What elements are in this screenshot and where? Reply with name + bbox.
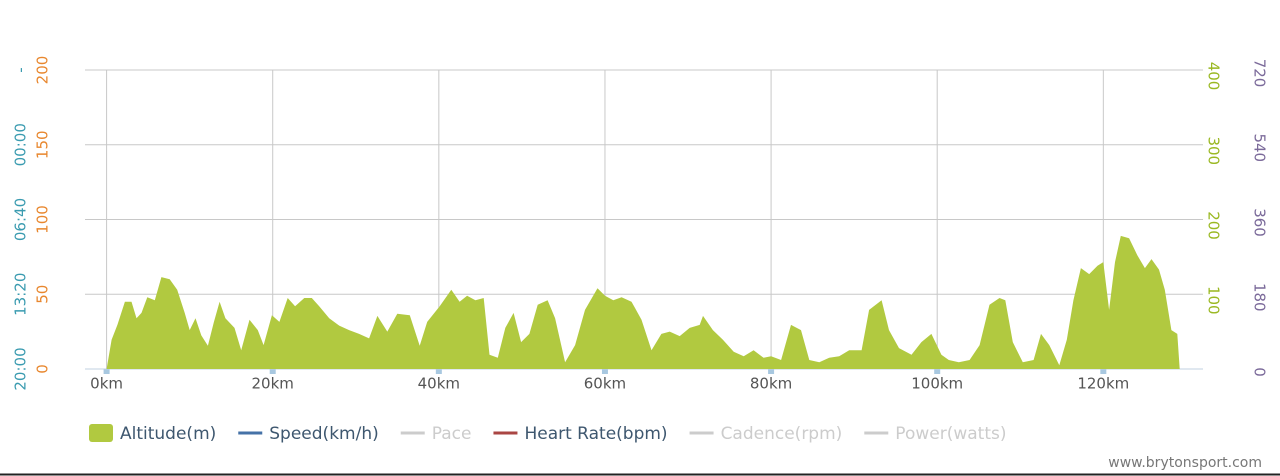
legend-label: Pace [432, 424, 472, 444]
speed-tick-label: 200 [34, 56, 52, 85]
altitude-tick-label: 100 [1205, 286, 1223, 315]
heart-rate-tick-label: 180 [1251, 283, 1269, 312]
x-tick-label: 100km [911, 375, 963, 393]
altitude-area [106, 235, 1180, 369]
x-tick-label: 40km [418, 375, 460, 393]
x-tick-mark [103, 369, 110, 374]
legend-swatch [89, 424, 113, 442]
pace-tick-label: 20:00 [12, 347, 30, 390]
pace-tick-label: 13:20 [12, 273, 30, 316]
x-tick-mark [435, 369, 442, 374]
heart-rate-tick-label: 540 [1251, 133, 1269, 162]
altitude-tick-label: 300 [1205, 136, 1223, 165]
x-tick-mark [934, 369, 941, 374]
altitude-tick-label: 400 [1205, 62, 1223, 91]
speed-tick-label: 150 [34, 130, 52, 159]
legend-label: Speed(km/h) [269, 424, 378, 444]
x-tick-label: 0km [90, 375, 123, 393]
x-tick-mark [768, 369, 775, 374]
credit: www.brytonsport.com [1108, 455, 1262, 471]
speed-tick-label: 0 [34, 364, 52, 374]
x-tick-mark [269, 369, 276, 374]
pace-tick-label: 00:00 [12, 123, 30, 166]
speed-tick-label: 50 [34, 285, 52, 304]
altitude-tick-label: 200 [1205, 211, 1223, 240]
x-tick-mark [601, 369, 608, 374]
legend-label: Power(watts) [895, 424, 1006, 444]
heart-rate-tick-label: 720 [1251, 59, 1269, 88]
heart-rate-tick-label: 360 [1251, 208, 1269, 237]
pace-tick-label: 06:40 [12, 198, 30, 241]
x-tick-mark [1100, 369, 1107, 374]
x-tick-label: 60km [584, 375, 626, 393]
pace-tick-label: - [12, 67, 30, 72]
speed-tick-label: 100 [34, 205, 52, 234]
legend-label: Cadence(rpm) [721, 424, 843, 444]
heart-rate-tick-label: 0 [1251, 367, 1269, 377]
x-tick-label: 120km [1077, 375, 1129, 393]
legend-label: Altitude(m) [120, 424, 216, 444]
legend-label: Heart Rate(bpm) [524, 424, 667, 444]
x-tick-label: 20km [252, 375, 294, 393]
x-tick-label: 80km [750, 375, 792, 393]
